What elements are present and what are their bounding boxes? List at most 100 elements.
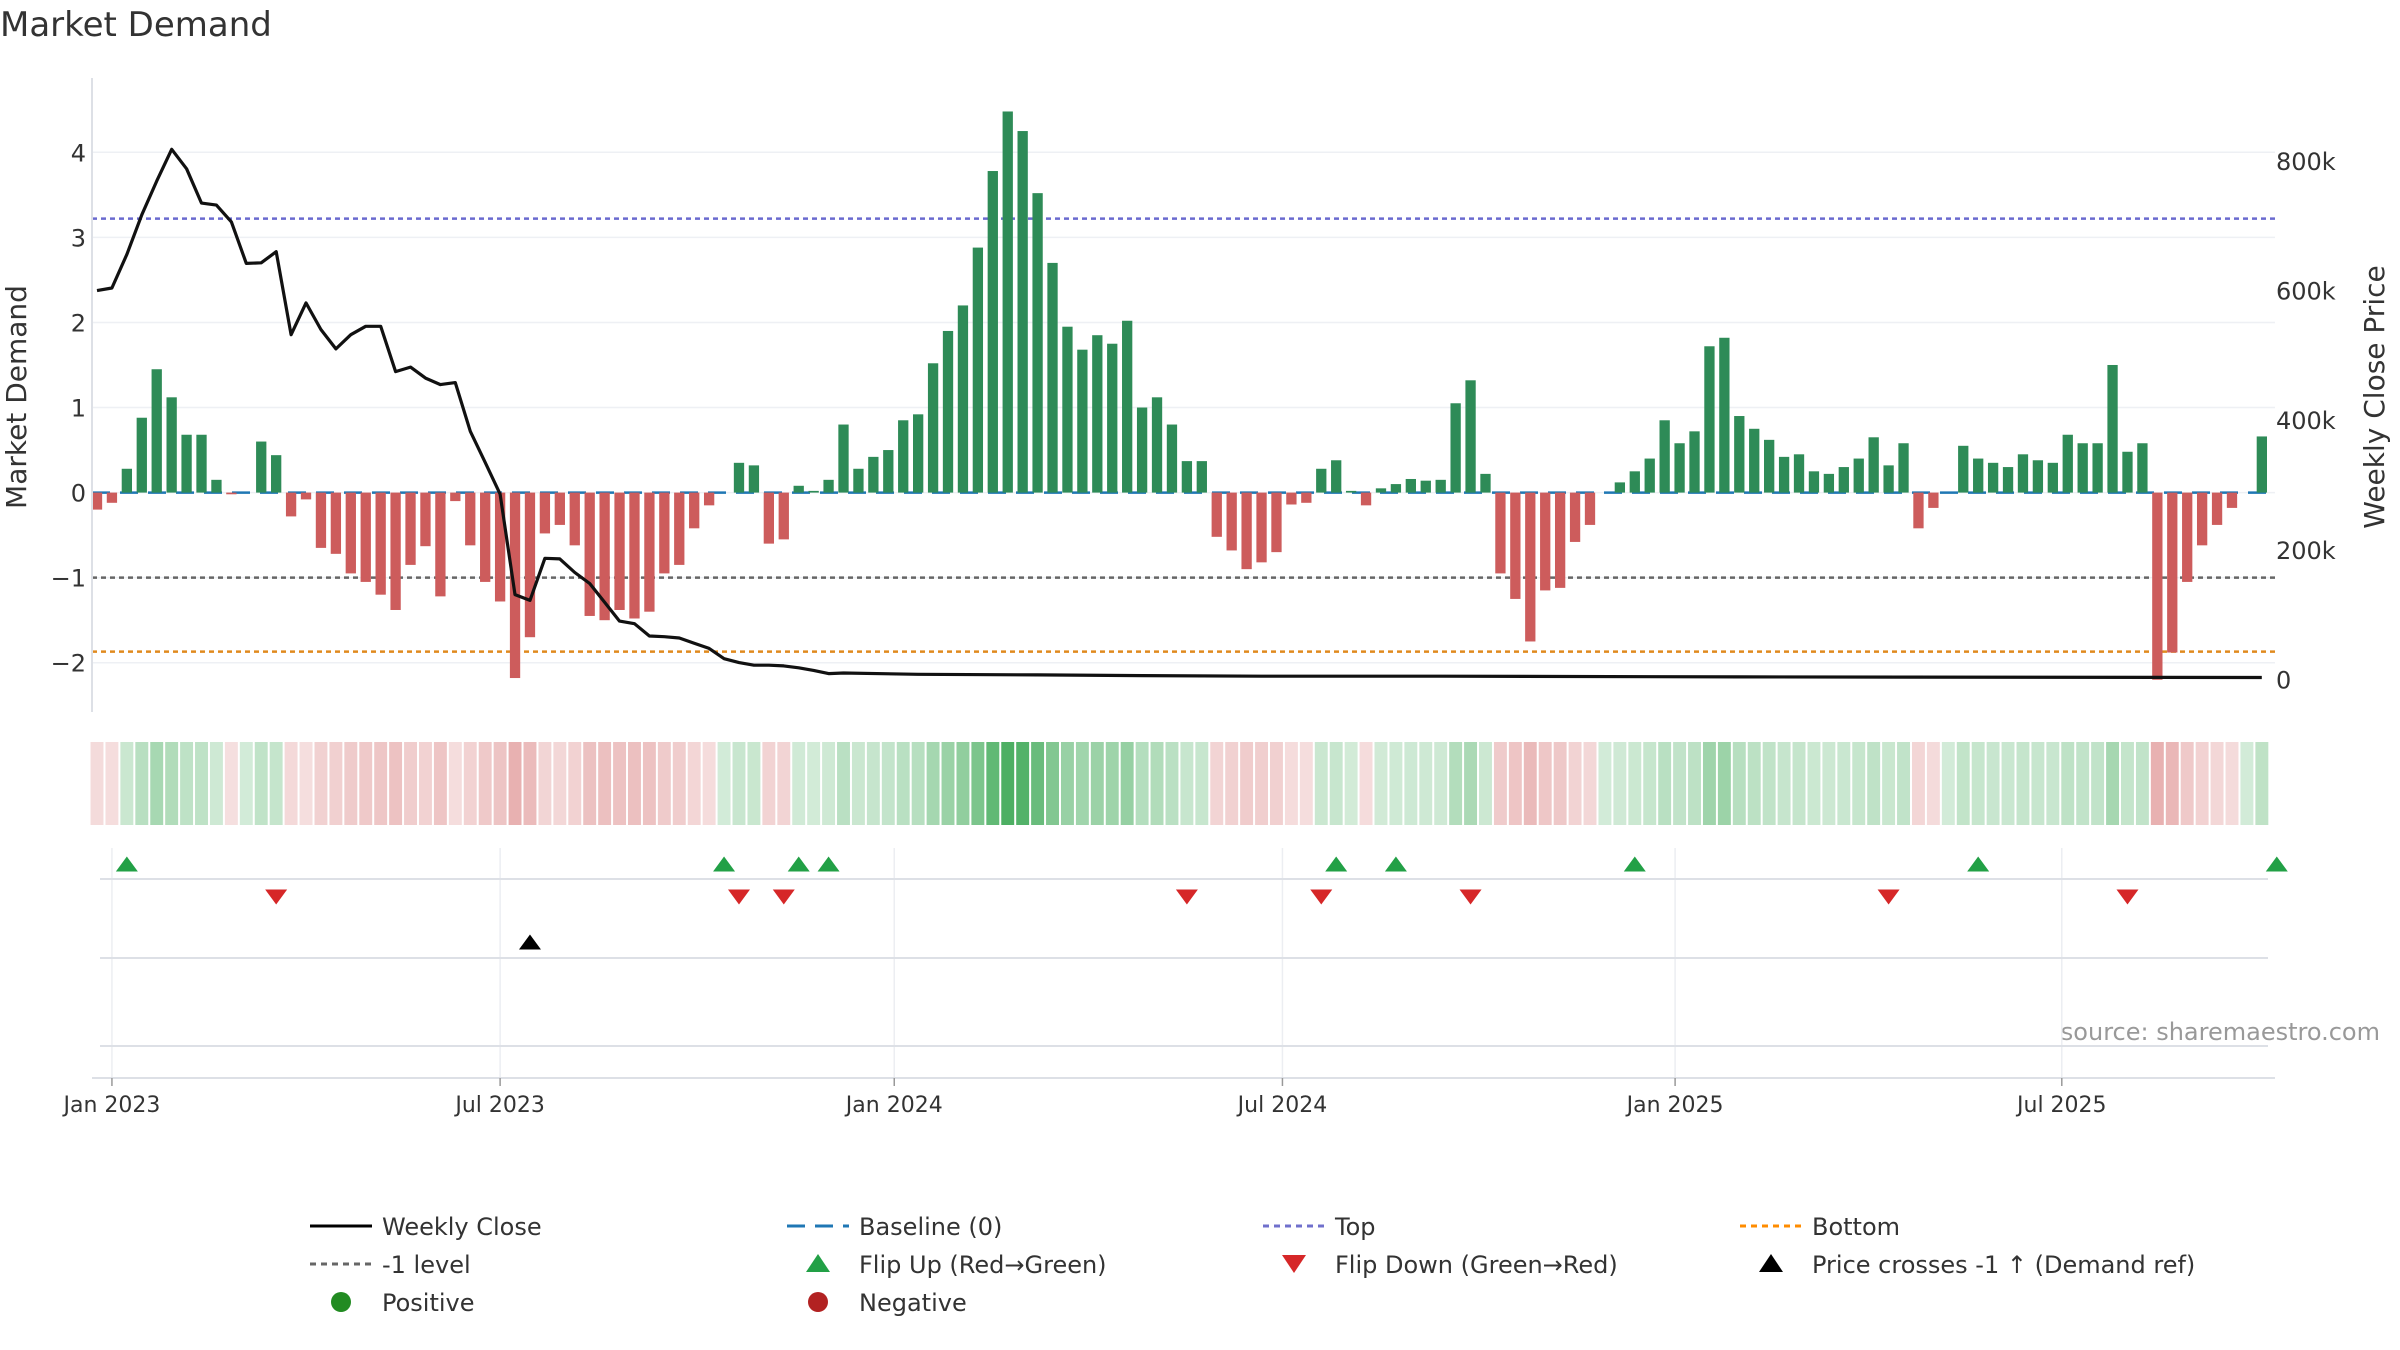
flip-down-marker (772, 889, 795, 905)
heat-cell (1732, 742, 1746, 825)
heat-cell (702, 742, 716, 825)
demand-bar (121, 468, 133, 493)
demand-bar (778, 492, 789, 540)
demand-bar (584, 492, 595, 616)
demand-bar (1778, 456, 1790, 493)
heat-cell (896, 742, 910, 825)
heat-cell (1344, 742, 1358, 825)
heat-cell (956, 742, 970, 825)
demand-bar (1181, 461, 1193, 493)
heat-cell (1702, 742, 1716, 825)
demand-bar (315, 492, 327, 548)
heat-cell (433, 742, 447, 825)
heat-cell (1911, 742, 1925, 825)
flip-up-marker (787, 856, 810, 872)
heat-cell (1404, 742, 1418, 825)
legend-label: Top (1334, 1213, 1376, 1241)
demand-bar (211, 479, 222, 493)
heat-cell (1240, 742, 1254, 825)
heat-cell (1628, 742, 1642, 825)
y-left-tick-label: 2 (71, 309, 86, 337)
heat-cell (986, 742, 1000, 825)
demand-bar (539, 492, 551, 534)
y-right-tick-label: 600k (2276, 278, 2336, 306)
demand-bar (1211, 492, 1222, 537)
heat-cell (642, 742, 656, 825)
demand-bar (2137, 443, 2148, 493)
grid-lines (92, 151, 2275, 1078)
demand-bar (987, 171, 998, 493)
demand-bar (1435, 479, 1446, 493)
demand-bar (1331, 460, 1342, 493)
legend-item: -1 level (310, 1251, 471, 1279)
heat-cell (747, 742, 761, 825)
demand-bar (2182, 492, 2193, 582)
demand-bar (1584, 492, 1596, 525)
demand-bar (1674, 443, 1685, 493)
demand-bar (1898, 443, 1909, 493)
heat-cell (1105, 742, 1119, 825)
demand-bar (1958, 445, 1969, 493)
heat-cell (1837, 742, 1851, 825)
flip-up-marker (115, 856, 138, 872)
demand-bar (1480, 473, 1491, 493)
y-right-tick-label: 200k (2276, 537, 2336, 565)
demand-bar (1017, 131, 1028, 493)
demand-bar (957, 305, 969, 493)
demand-bar (1077, 349, 1088, 493)
chart-title: Market Demand (0, 5, 272, 45)
demand-bar (942, 330, 954, 493)
heat-cell (1210, 742, 1224, 825)
heat-cell (389, 742, 403, 825)
heat-cell (150, 742, 164, 825)
heat-cell (1001, 742, 1015, 825)
heat-cell (224, 742, 238, 825)
demand-bar (1271, 492, 1282, 553)
heat-cell (866, 742, 880, 825)
x-tick-label: Jul 2023 (453, 1093, 545, 1118)
heat-cell (1090, 742, 1104, 825)
heat-cell (1643, 742, 1657, 825)
x-tick-label: Jul 2025 (2015, 1093, 2107, 1118)
y-right-tick-label: 800k (2276, 148, 2336, 176)
heat-cell (135, 742, 149, 825)
heat-cell (329, 742, 343, 825)
demand-bar (420, 492, 431, 547)
demand-bar (2226, 492, 2238, 508)
demand-bar (1032, 193, 1043, 493)
heat-cell (672, 742, 686, 825)
heat-cell (1956, 742, 1970, 825)
demand-bar (285, 492, 297, 517)
heat-cell (209, 742, 223, 825)
demand-bar (1420, 480, 1431, 493)
heat-cell (269, 742, 283, 825)
heat-cell (1449, 742, 1463, 825)
demand-bar (2167, 492, 2178, 653)
y-axis-left-label: Market Demand (0, 285, 33, 509)
demand-bar (1226, 492, 1237, 551)
demand-bar (151, 369, 162, 493)
heat-cell (881, 742, 895, 825)
heat-cell (2165, 742, 2179, 825)
demand-bar (674, 492, 685, 565)
heat-cell (1165, 742, 1179, 825)
demand-bar (853, 468, 864, 493)
demand-bar (1629, 471, 1640, 493)
demand-bar (435, 492, 446, 597)
heat-cell (837, 742, 850, 825)
demand-bar (554, 492, 565, 525)
demand-bar (390, 492, 401, 610)
heat-cell (1508, 742, 1522, 825)
demand-bar (1375, 488, 1387, 493)
x-tick-label: Jan 2025 (1625, 1093, 1724, 1118)
demand-bar (1092, 335, 1103, 493)
flip-up-marker (1325, 856, 1348, 872)
heat-cell (687, 742, 701, 825)
flip-up-marker (713, 856, 736, 872)
heat-cell (284, 742, 298, 825)
demand-bar (1689, 431, 1700, 493)
heat-cell (2001, 742, 2015, 825)
y-left-tick-label: 1 (71, 395, 86, 423)
heat-cell (1225, 742, 1239, 825)
legend-item: Bottom (1740, 1213, 1900, 1241)
